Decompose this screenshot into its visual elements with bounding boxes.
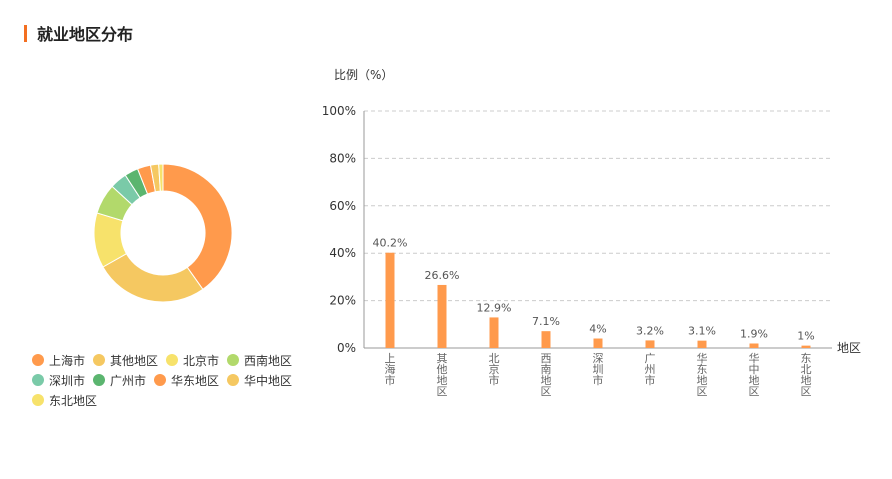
- bar[interactable]: [801, 345, 811, 348]
- bar-value-label: 12.9%: [477, 301, 512, 314]
- legend-item[interactable]: 北京市: [166, 350, 219, 370]
- legend-swatch: [32, 374, 44, 386]
- bar-value-label: 3.2%: [636, 324, 664, 337]
- bar[interactable]: [541, 331, 551, 348]
- legend-label: 华东地区: [171, 373, 220, 388]
- y-tick-label: 80%: [329, 151, 356, 165]
- legend-item[interactable]: 西南地区: [227, 350, 292, 370]
- donut-slice: [162, 163, 233, 291]
- legend-label: 深圳市: [49, 373, 86, 388]
- x-tick-label: 广州市: [645, 352, 656, 387]
- bar[interactable]: [593, 338, 603, 348]
- bar-value-label: 1%: [797, 330, 814, 343]
- y-tick-label: 0%: [337, 341, 356, 355]
- legend-label: 华中地区: [244, 373, 293, 388]
- y-tick-label: 60%: [329, 199, 356, 213]
- x-tick-label: 华东地区: [697, 351, 708, 398]
- bar-value-label: 7.1%: [532, 315, 560, 328]
- legend-label: 广州市: [110, 373, 147, 388]
- legend-label: 其他地区: [110, 353, 159, 368]
- page-title: 就业地区分布: [37, 25, 134, 44]
- bar-value-label: 3.1%: [688, 325, 716, 338]
- legend-label: 西南地区: [244, 353, 293, 368]
- bar[interactable]: [697, 340, 707, 348]
- bar[interactable]: [749, 343, 759, 348]
- donut-slice: [102, 253, 204, 303]
- x-tick-label: 北京市: [489, 352, 500, 387]
- legend-item[interactable]: 其他地区: [93, 350, 158, 370]
- donut-chart: [93, 163, 233, 303]
- legend-swatch: [93, 354, 106, 366]
- bar[interactable]: [489, 317, 499, 348]
- legend-swatch: [32, 394, 44, 406]
- title-accent-bar: [24, 24, 27, 42]
- y-axis-title: 比例（%）: [334, 68, 393, 82]
- donut-slice: [158, 163, 164, 192]
- x-tick-label: 其他地区: [437, 352, 448, 398]
- bar-value-label: 1.9%: [740, 327, 768, 340]
- legend-label: 东北地区: [49, 393, 98, 408]
- bar-value-label: 40.2%: [373, 237, 408, 250]
- legend-item[interactable]: 东北地区: [32, 390, 97, 410]
- legend-swatch: [227, 354, 240, 366]
- legend-item[interactable]: 华中地区: [227, 370, 292, 390]
- legend-item[interactable]: 华东地区: [154, 370, 219, 390]
- legend-item[interactable]: 广州市: [93, 370, 146, 390]
- legend-swatch: [227, 374, 240, 386]
- legend-swatch: [32, 354, 44, 366]
- legend-label: 北京市: [183, 353, 220, 368]
- legend-swatch: [154, 374, 167, 386]
- y-tick-label: 40%: [329, 246, 356, 260]
- legend-item[interactable]: 深圳市: [32, 370, 85, 390]
- x-tick-label: 西南地区: [541, 352, 552, 398]
- legend-label: 上海市: [49, 353, 86, 368]
- x-tick-label: 深圳市: [593, 352, 604, 387]
- bar[interactable]: [645, 340, 655, 348]
- bar-chart: 比例（%） 0% 20% 40% 60% 80% 100% 地区 40.2% 上海市 26.6% 其他…: [322, 68, 861, 398]
- x-tick-label: 东北地区: [801, 352, 812, 398]
- legend-item[interactable]: 上海市: [32, 350, 85, 370]
- x-axis-title: 地区: [837, 341, 861, 355]
- y-tick-label: 100%: [322, 104, 356, 118]
- bar[interactable]: [385, 252, 395, 348]
- y-tick-label: 20%: [329, 294, 356, 308]
- x-tick-label: 上海市: [385, 352, 396, 387]
- bar-value-label: 4%: [589, 323, 606, 336]
- legend-swatch: [93, 374, 106, 386]
- legend-swatch: [166, 354, 179, 366]
- x-tick-label: 华中地区: [749, 351, 760, 398]
- donut-legend: 上海市 其他地区 北京市 西南地区深圳市 广州市 华东地区 华中地区东北地区: [32, 350, 312, 410]
- section-title: 就业地区分布: [24, 24, 134, 44]
- bar-value-label: 26.6%: [425, 269, 460, 282]
- bar[interactable]: [437, 284, 447, 348]
